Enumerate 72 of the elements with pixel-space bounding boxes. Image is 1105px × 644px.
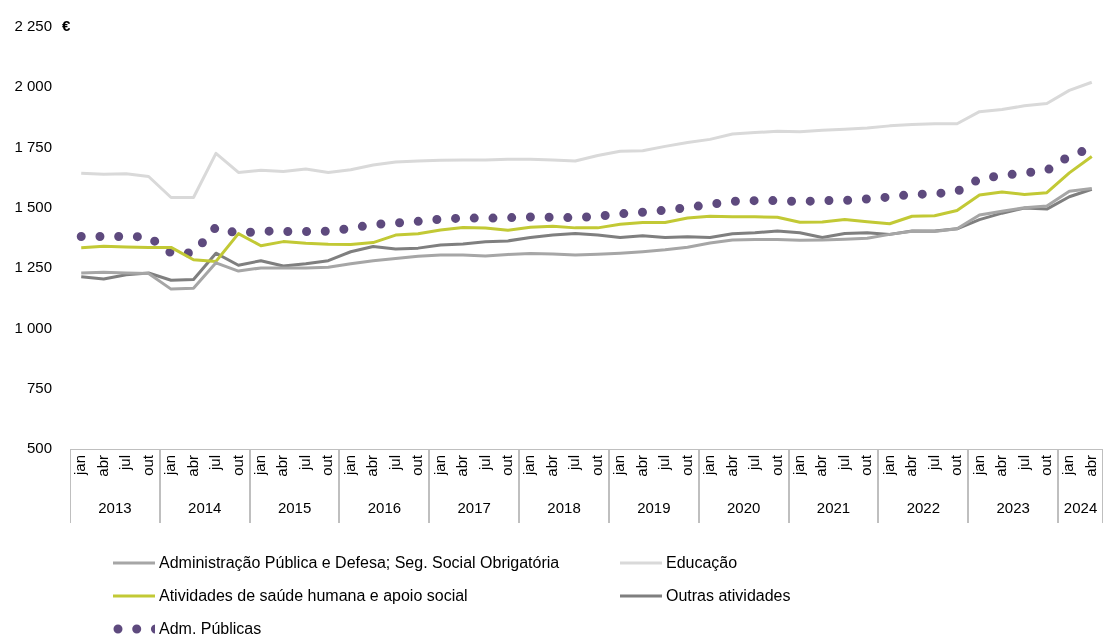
x-tick-label: jan xyxy=(610,455,628,477)
x-tick-label: jan xyxy=(430,455,448,477)
y-tick-label: 1 000 xyxy=(14,318,52,336)
text: 2022 xyxy=(906,499,941,517)
x-tick-label: jul xyxy=(475,455,493,472)
x-tick-label: jan xyxy=(879,455,897,477)
x-tick-label: abr xyxy=(453,455,471,477)
x-tick-label: jul xyxy=(565,455,583,472)
x-tick-label: out xyxy=(498,454,516,476)
y-tick-label: 2 250 xyxy=(14,17,52,35)
x-tick-label: abr xyxy=(273,455,291,477)
x-tick-label: jan xyxy=(251,455,269,477)
x-tick-label: out xyxy=(767,454,785,476)
y-tick-label: 750 xyxy=(26,378,52,396)
x-tick-label: abr xyxy=(93,455,111,477)
y-tick-label: 1 750 xyxy=(14,137,52,155)
x-tick-label: jul xyxy=(385,455,403,472)
legend-label: Administração Pública e Defesa; Seg. Social Obrigatória xyxy=(159,554,560,572)
x-tick-label: jul xyxy=(924,455,942,472)
text: 2020 xyxy=(727,499,761,517)
x-tick-label: out xyxy=(138,454,156,476)
x-tick-label: jan xyxy=(1059,455,1077,477)
x-tick-label: out xyxy=(587,454,605,476)
x-tick-label: jul xyxy=(295,455,313,472)
x-tick-label: jul xyxy=(116,455,134,472)
x-tick-label: jan xyxy=(71,455,89,477)
x-tick-label: jul xyxy=(834,455,852,472)
x-tick-label: out xyxy=(677,454,695,476)
x-tick-label: abr xyxy=(722,455,740,477)
x-tick-label: jan xyxy=(161,455,179,477)
text: 2017 xyxy=(457,499,491,517)
legend-label: Atividades de saúde humana e apoio social xyxy=(159,587,468,605)
y-tick-label: 1 250 xyxy=(14,258,52,276)
x-tick-label: jan xyxy=(789,455,807,477)
text: 2016 xyxy=(367,499,402,517)
legend-label: Educação xyxy=(666,554,738,572)
text: 2013 xyxy=(98,499,132,517)
x-tick-label: out xyxy=(408,454,426,476)
text: 2024 xyxy=(1063,499,1098,517)
x-tick-label: jul xyxy=(206,455,224,472)
x-tick-label: jan xyxy=(700,455,718,477)
x-tick-label: out xyxy=(947,454,965,476)
x-tick-label: abr xyxy=(1081,455,1099,477)
text: 2021 xyxy=(816,499,851,517)
x-tick-label: out xyxy=(1037,454,1054,476)
x-tick-label: jan xyxy=(340,455,358,477)
x-tick-label: abr xyxy=(632,455,650,477)
x-tick-label: abr xyxy=(812,455,830,477)
x-tick-label: abr xyxy=(902,455,920,477)
legend-label: Outras atividades xyxy=(666,587,791,605)
x-tick-label: abr xyxy=(992,455,1010,477)
y-tick-label: 1 500 xyxy=(14,198,52,215)
x-tick-label: jan xyxy=(520,455,538,477)
text: 2014 xyxy=(188,499,222,517)
x-tick-label: jul xyxy=(745,455,763,472)
y-tick-label: 2 000 xyxy=(14,77,52,95)
x-tick-label: abr xyxy=(363,455,381,477)
x-tick-label: jan xyxy=(969,455,987,477)
x-tick-label: out xyxy=(318,454,336,476)
y-tick-label: 500 xyxy=(26,439,52,457)
x-tick-label: jul xyxy=(655,455,673,472)
text: 2023 xyxy=(996,499,1030,517)
x-tick-label: out xyxy=(857,454,875,476)
text: 2015 xyxy=(277,499,312,517)
x-tick-label: abr xyxy=(183,455,201,477)
y-axis-title: € xyxy=(62,17,71,35)
legend-label: Adm. Públicas xyxy=(159,620,262,638)
x-tick-label: abr xyxy=(542,455,560,477)
text: 2019 xyxy=(637,499,671,517)
x-tick-label: out xyxy=(228,454,246,476)
x-tick-label: jul xyxy=(1014,455,1032,472)
text: 2018 xyxy=(547,499,581,517)
